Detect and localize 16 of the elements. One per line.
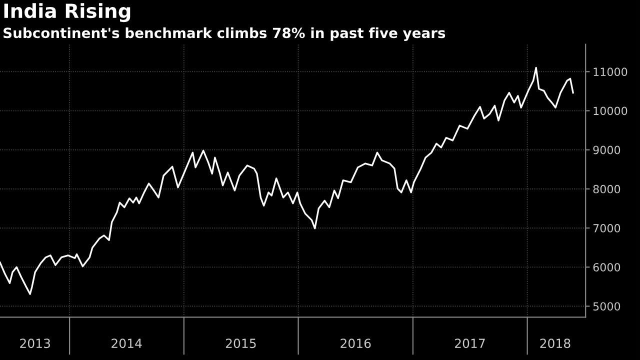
chart-subtitle: Subcontinent's benchmark climbs 78% in past five years xyxy=(4,27,446,41)
x-tick-label: 2013 xyxy=(20,338,50,348)
line-series xyxy=(0,66,574,295)
chart-title: India Rising xyxy=(4,3,130,22)
x-tick-label: 2017 xyxy=(454,338,485,348)
x-tick-label: 2018 xyxy=(540,338,570,348)
y-tick-label: 6000 xyxy=(593,263,620,272)
y-tick-label: 10000 xyxy=(594,106,628,116)
x-tick-label: 2015 xyxy=(226,338,256,348)
y-tick-label: 9000 xyxy=(593,146,620,154)
y-tick-label: 7000 xyxy=(593,224,620,232)
y-tick-label: 8000 xyxy=(593,184,620,194)
x-tick-label: 2016 xyxy=(340,338,371,348)
y-tick-label: 5000 xyxy=(593,302,620,311)
x-tick-label: 2014 xyxy=(112,338,142,348)
y-tick-label: 11000 xyxy=(594,68,628,76)
